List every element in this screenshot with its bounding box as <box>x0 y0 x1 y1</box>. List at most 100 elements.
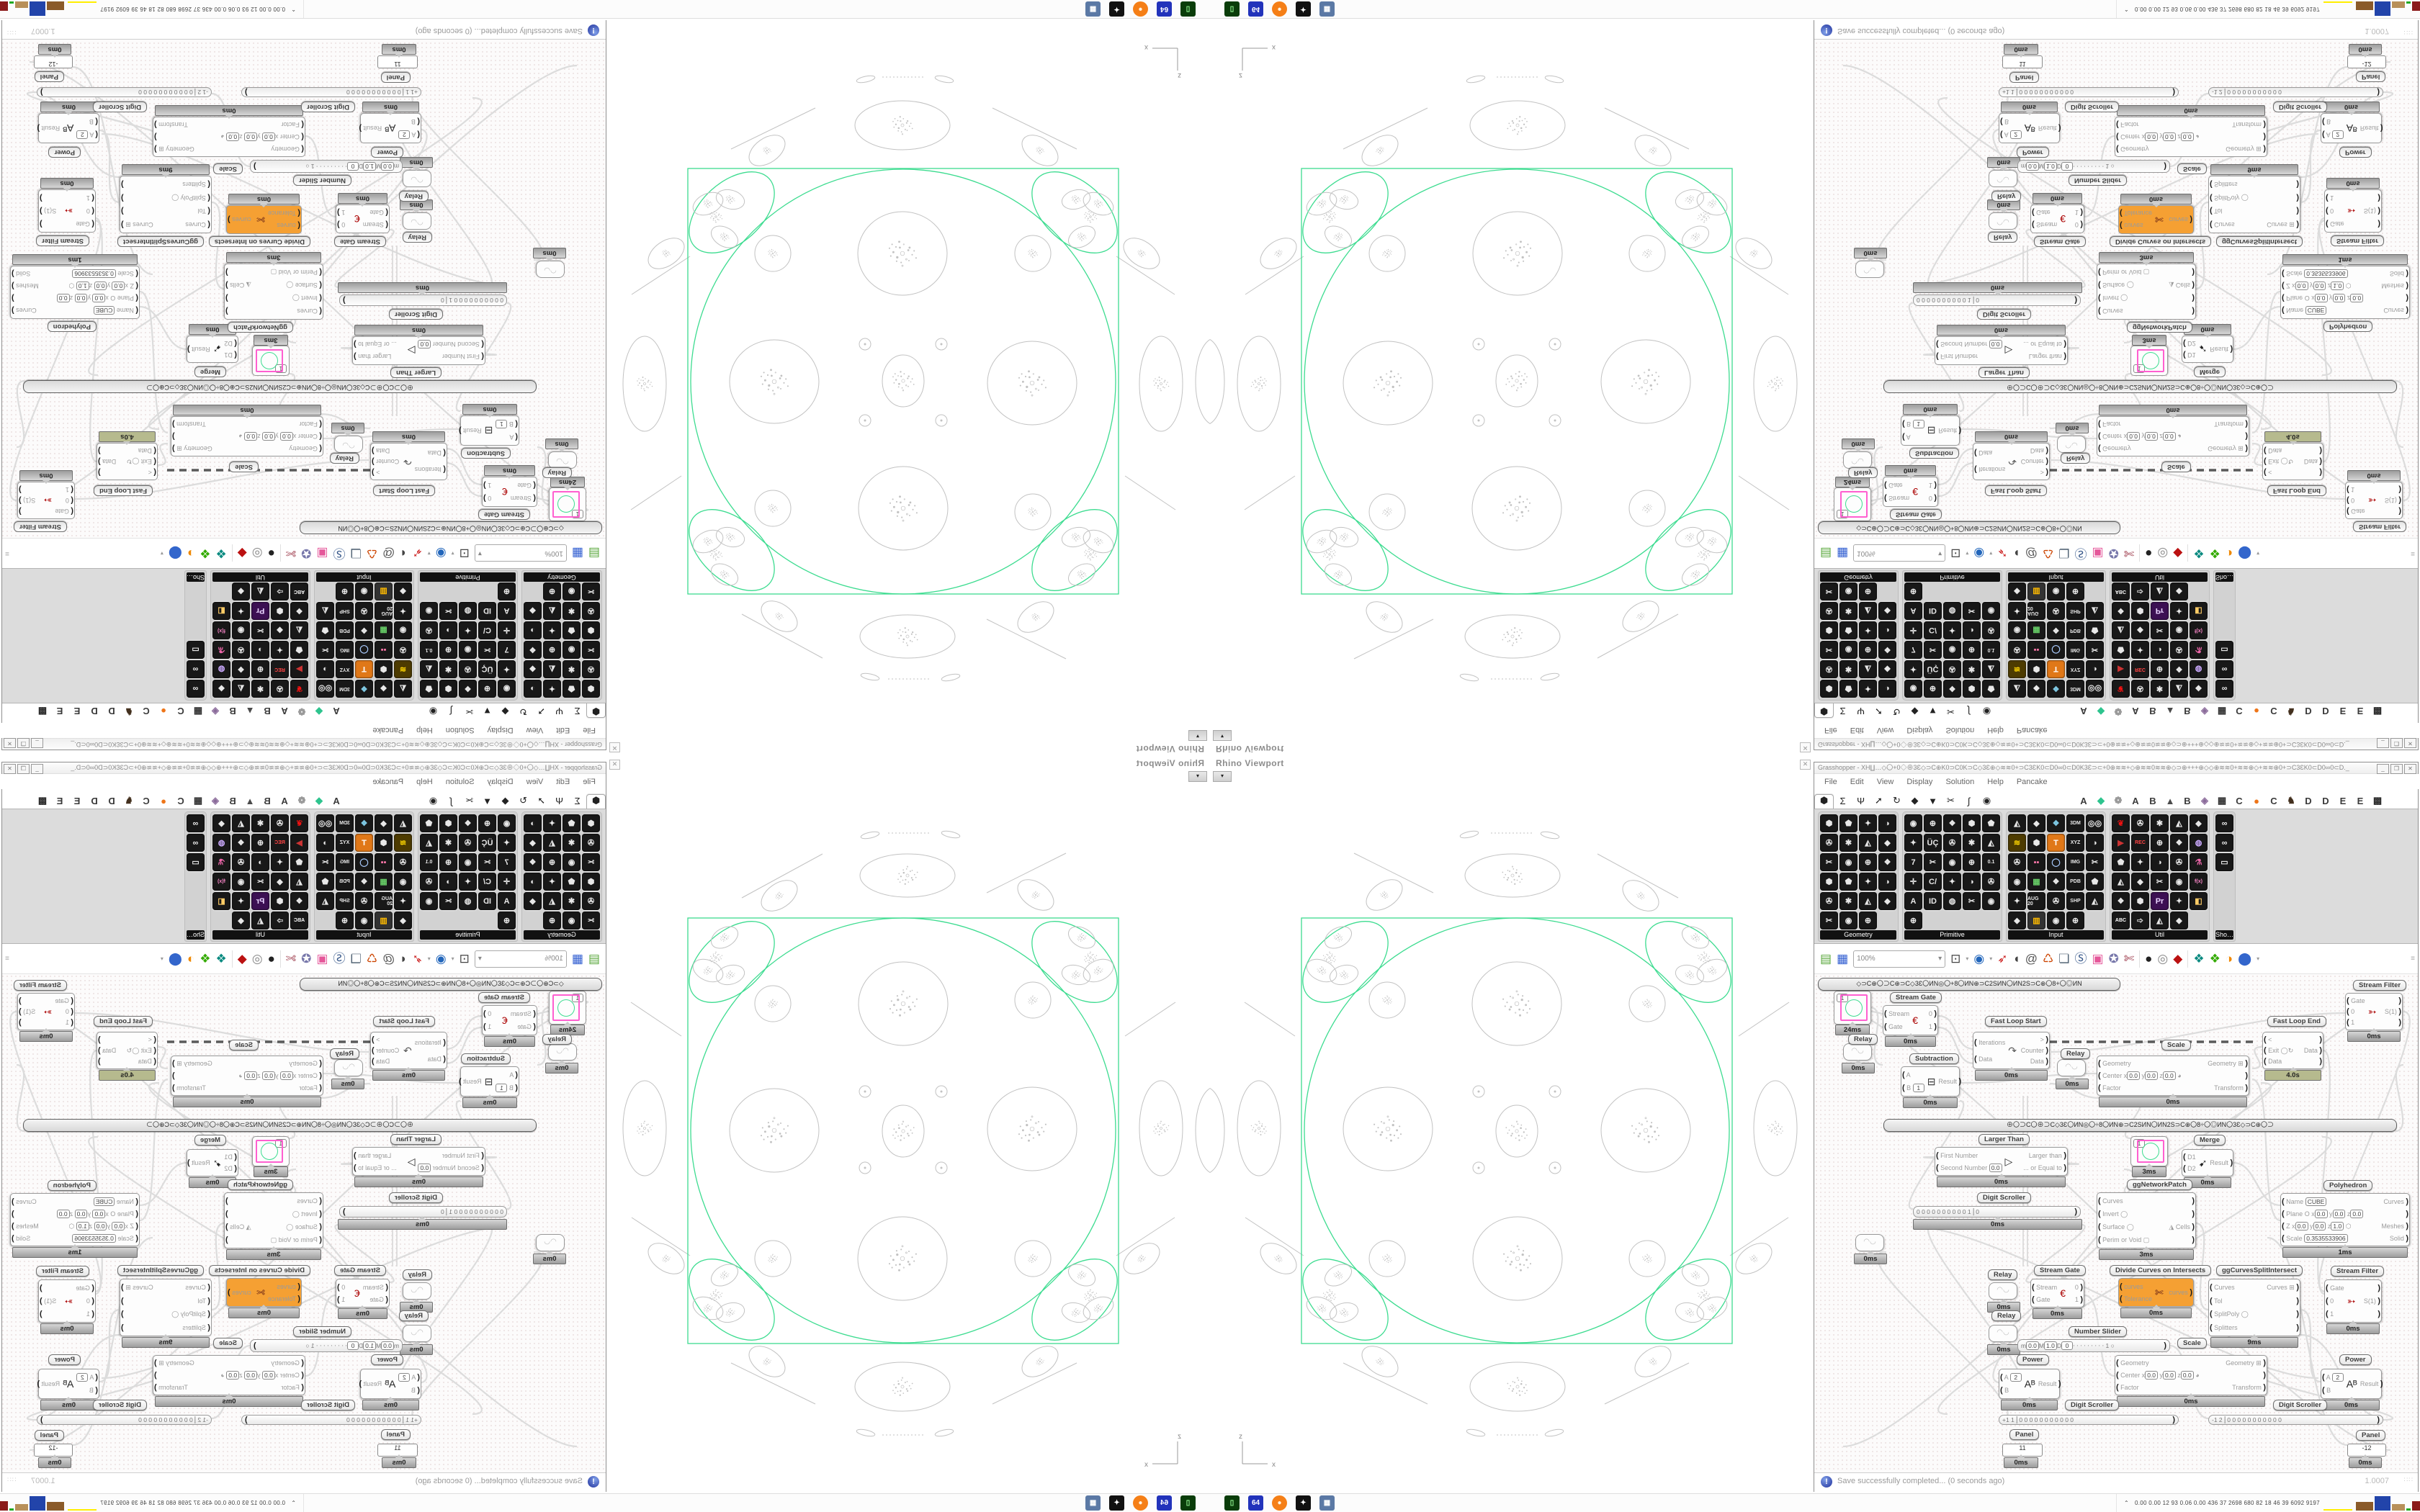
component-icon[interactable]: ⊕ <box>498 912 516 930</box>
component-icon[interactable]: Pr <box>2151 892 2169 910</box>
toolbar-icon-21[interactable]: ◑ <box>187 546 195 560</box>
component-icon[interactable]: ◑ <box>251 853 269 871</box>
gh-component-node[interactable]: ( Stream( Gate €0 ) 1 ) <box>1883 477 1938 507</box>
component-icon[interactable]: ≋ <box>2008 660 2026 678</box>
component-icon[interactable]: ▪▪ <box>2027 641 2045 659</box>
toolbar-icon-22[interactable]: ⬤ <box>2238 952 2252 966</box>
tab-icon-4[interactable]: ↻ <box>1893 795 1901 806</box>
toolbar-icon-13[interactable]: ✄ <box>2123 952 2135 966</box>
component-icon[interactable]: ⬢ <box>439 680 457 698</box>
component-icon[interactable]: ◑ <box>2151 641 2169 659</box>
component-icon[interactable]: ◆ <box>2131 621 2149 639</box>
component-icon[interactable]: ❖ <box>1943 680 1961 698</box>
gh-component-node[interactable]: ( D1( D2 ➹ Result ) <box>2182 336 2233 363</box>
component-icon[interactable]: Pr <box>2151 602 2169 620</box>
component-icon[interactable]: ⊕ <box>2066 582 2084 600</box>
relay-node[interactable]: ◠◡ <box>1843 1043 1872 1061</box>
menu-item-edit[interactable]: Edit <box>556 777 570 786</box>
toolbar-icon-0[interactable]: ▤ <box>588 952 600 966</box>
toolbar-icon-13[interactable]: ✄ <box>285 546 297 560</box>
component-icon[interactable]: ⬢ <box>1963 814 1981 832</box>
component-icon[interactable]: ✇ <box>1820 660 1838 678</box>
viewport-canvas[interactable]: zx <box>606 756 1210 1488</box>
gh-component-node[interactable]: ( D1( D2 ➹ Result ) <box>187 336 238 363</box>
component-icon[interactable]: ⊕ <box>251 660 269 678</box>
component-icon[interactable]: ◆ <box>2027 814 2045 832</box>
maximize-button[interactable]: ❒ <box>17 738 30 748</box>
component-icon[interactable]: ➩ <box>2131 912 2149 930</box>
toolbar-icon-9[interactable]: ❏ <box>2058 546 2070 560</box>
viewport-canvas[interactable]: zx <box>1210 24 1814 756</box>
component-icon[interactable]: ❖ <box>2047 621 2065 639</box>
component-icon[interactable]: ✂ <box>2086 641 2104 659</box>
component-icon[interactable]: ⬢ <box>2027 834 2045 852</box>
taskbar-icon-device[interactable]: ▯ <box>1180 1495 1196 1511</box>
relay-node[interactable]: ◠◡ <box>334 1059 363 1076</box>
component-icon[interactable]: ⊕ <box>336 582 354 600</box>
canvas-bar-1[interactable]: ◇⊃C⊕〇⊃C⊕⊃C◇3Ɛ〇ИN◎〇+8〇ИN⊕⊃C2SИN〇ИN2S⊃C⊕〇8… <box>1818 521 2120 534</box>
component-icon[interactable]: ◆ <box>524 892 542 910</box>
plugin-tab-1[interactable]: ◆ <box>2097 706 2105 717</box>
component-icon[interactable]: SHP <box>336 892 354 910</box>
component-icon[interactable]: ✦ <box>498 660 516 678</box>
toolbar-icon-7[interactable]: @ <box>2025 952 2038 966</box>
component-icon[interactable]: ◎◎ <box>316 680 334 698</box>
toolbar-icon-10[interactable]: Ⓢ <box>333 546 346 560</box>
node-label-capsule[interactable]: ggCurvesSplitIntersect <box>2216 236 2303 247</box>
canvas-bar-2[interactable]: ⊕〇⊃C〇⊕⊃C◇3Ɛ〇ИN◎〇÷8〇ИN⊕⊃C2SИN〇ИN2S⊃C⊕〇8÷〇… <box>23 1119 537 1132</box>
plugin-tab-15[interactable]: E <box>73 706 81 716</box>
component-icon[interactable]: ✇ <box>582 660 600 678</box>
toolbar-icon-0[interactable]: ▤ <box>1820 546 1832 560</box>
toolbar-icon-3[interactable]: ⊡ <box>459 952 470 966</box>
toolbar-icon-11[interactable]: ▣ <box>2092 546 2104 560</box>
toolbar-icon-6[interactable]: ◖ <box>2012 546 2020 560</box>
toolbar-overflow-icon[interactable]: ≡ <box>2411 549 2415 557</box>
toolbar-icon-19[interactable]: ❖ <box>2193 952 2205 966</box>
toolbar-icon-16[interactable]: ◎ <box>251 952 263 966</box>
component-icon[interactable]: ❖ <box>2112 602 2130 620</box>
component-icon[interactable]: SHP <box>336 602 354 620</box>
maximize-button[interactable]: ❒ <box>17 764 30 774</box>
node-label-capsule[interactable]: Stream Gate <box>1890 509 1942 520</box>
component-icon[interactable]: T <box>355 834 373 852</box>
close-button[interactable]: ✕ <box>4 764 16 774</box>
gh-component-node[interactable]: ( Gate( 0( 1 ➳ ) S(1) ) ) <box>2345 993 2403 1030</box>
tab-icon-3[interactable]: ➚ <box>537 706 545 717</box>
component-icon[interactable]: ∞ <box>2215 680 2233 698</box>
gh-component-node[interactable]: ( Gate( 0( 1 ➳ ) S(1) ) ) <box>38 189 96 233</box>
component-icon[interactable]: ✱ <box>439 660 457 678</box>
digit-scroller-node[interactable]: +1 1 ⎢0 0 0 0 0 0 0 0 0 0 0) <box>241 87 421 97</box>
component-icon[interactable]: ❖ <box>232 660 250 678</box>
node-label-capsule[interactable]: Stream Filter <box>13 521 67 532</box>
plugin-tab-12[interactable]: ♞ <box>2287 795 2295 806</box>
component-icon[interactable]: ◑ <box>524 814 542 832</box>
toolbar-icon-6[interactable]: ◖ <box>400 546 408 560</box>
component-icon[interactable]: ◉ <box>355 912 373 930</box>
component-icon[interactable]: ✇ <box>355 892 373 910</box>
gh-component-node[interactable]: ( A 2( B Aᴮ Result ) <box>2321 113 2383 143</box>
component-icon[interactable]: ✱ <box>251 814 269 832</box>
component-icon[interactable]: ✇ <box>582 892 600 910</box>
gh-component-node[interactable]: ( Curves( Tol( SplitPoly ◯( Splitters Cur… <box>2208 176 2300 233</box>
component-icon[interactable]: ◆ <box>2008 582 2026 600</box>
component-icon[interactable]: ⊕ <box>478 680 496 698</box>
node-label-capsule[interactable]: Power <box>48 1354 81 1365</box>
component-icon[interactable]: ⚗ <box>2190 853 2208 871</box>
zoom-level-combo[interactable]: 100% ▾ <box>474 950 567 968</box>
plugin-tab-11[interactable]: C <box>143 706 150 716</box>
tab-icon-1[interactable]: Σ <box>574 796 581 806</box>
gh-component-node[interactable]: ( Iterations( Data ↷ > ) Counter ) Data ) <box>370 443 447 480</box>
toolbar-icon-7[interactable]: @ <box>2025 546 2038 560</box>
taskbar-icon-floppy-64[interactable]: 64 <box>1248 1495 1263 1511</box>
gh-component-node[interactable]: ( curves( Tolerance ✄ curves ) <box>2118 1278 2194 1307</box>
component-icon[interactable]: ⬟ <box>1839 873 1857 891</box>
component-icon[interactable]: ⬢ <box>375 660 393 678</box>
component-icon[interactable]: IMG <box>336 853 354 871</box>
relay-node[interactable]: ◠◡ <box>2057 1059 2086 1076</box>
toolbar-icon-8[interactable]: ♺ <box>366 546 377 560</box>
toolbar-icon-5[interactable]: ➶ <box>1997 952 2008 966</box>
plugin-tab-9[interactable]: C <box>2236 706 2243 716</box>
gh-component-node[interactable]: ( Gate( 0( 1 ➳ ) S(1) ) ) <box>2324 189 2382 233</box>
toolbar-icon-8[interactable]: ♺ <box>2043 952 2054 966</box>
